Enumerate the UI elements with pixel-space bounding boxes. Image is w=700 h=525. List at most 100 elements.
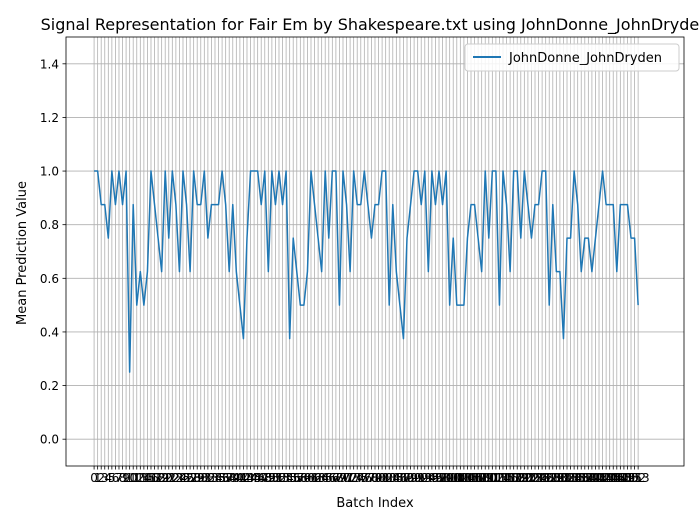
x-tick-label: 100 — [438, 471, 461, 485]
x-tick-label: 81 — [374, 471, 389, 485]
x-tick-label: 80 — [371, 471, 386, 485]
x-tick-label: 40 — [229, 471, 244, 485]
x-tick-label: 116 — [495, 471, 518, 485]
x-tick-label: 92 — [414, 471, 429, 485]
x-tick-label: 13 — [133, 471, 148, 485]
x-tick-label: 89 — [403, 471, 418, 485]
x-tick-label: 47 — [254, 471, 269, 485]
x-tick-label: 99 — [438, 471, 453, 485]
x-tick-label: 86 — [392, 471, 407, 485]
x-tick-label: 16 — [143, 471, 158, 485]
x-tick-label: 84 — [385, 471, 400, 485]
x-tick-label: 141 — [584, 471, 607, 485]
x-tick-label: 64 — [314, 471, 329, 485]
x-tick-label: 31 — [197, 471, 212, 485]
x-tick-label: 49 — [261, 471, 276, 485]
x-tick-label: 109 — [470, 471, 493, 485]
x-tick-label: 10 — [122, 471, 137, 485]
x-tick-label: 18 — [150, 471, 165, 485]
x-tick-label: 138 — [573, 471, 596, 485]
x-tick-label: 147 — [605, 471, 628, 485]
x-tick-label: 135 — [563, 471, 586, 485]
x-tick-label: 22 — [165, 471, 180, 485]
x-tick-label: 148 — [609, 471, 632, 485]
x-tick-label: 39 — [225, 471, 240, 485]
x-tick-label: 91 — [410, 471, 425, 485]
x-tick-label: 4 — [104, 471, 112, 485]
x-tick-label: 8 — [119, 471, 127, 485]
x-tick-label: 83 — [382, 471, 397, 485]
chart-title: Signal Representation for Fair Em by Sha… — [41, 15, 700, 35]
x-tick-label: 125 — [527, 471, 550, 485]
x-tick-label: 97 — [431, 471, 446, 485]
x-tick-label: 70 — [335, 471, 350, 485]
x-tick-label: 146 — [602, 471, 625, 485]
x-tick-label: 132 — [552, 471, 575, 485]
x-axis-label: Batch Index — [336, 496, 414, 511]
x-tick-label: 23 — [168, 471, 183, 485]
x-tick-label: 112 — [481, 471, 504, 485]
x-tick-label: 71 — [339, 471, 354, 485]
x-tick-label: 107 — [463, 471, 486, 485]
x-tick-label: 11 — [126, 471, 141, 485]
x-tick-label: 124 — [524, 471, 547, 485]
x-tick-label: 73 — [346, 471, 361, 485]
x-tick-label: 57 — [289, 471, 304, 485]
x-tick-label: 63 — [310, 471, 325, 485]
x-tick-label: 53 — [275, 471, 290, 485]
y-axis-label: Mean Prediction Value — [15, 181, 30, 325]
x-tick-label: 121 — [513, 471, 536, 485]
x-tick-label: 143 — [591, 471, 614, 485]
y-tick-label: 0.6 — [40, 272, 59, 286]
x-tick-label: 139 — [577, 471, 600, 485]
x-tick-label: 38 — [222, 471, 237, 485]
x-tick-label: 120 — [509, 471, 532, 485]
x-tick-label: 35 — [211, 471, 226, 485]
x-tick-label: 12 — [129, 471, 144, 485]
x-tick-label: 36 — [214, 471, 229, 485]
x-tick-label: 108 — [467, 471, 490, 485]
x-tick-label: 131 — [548, 471, 571, 485]
x-tick-label: 103 — [449, 471, 472, 485]
x-tick-label: 17 — [147, 471, 162, 485]
x-tick-label: 56 — [286, 471, 301, 485]
x-tick-label: 78 — [364, 471, 379, 485]
y-axis-ticks: 0.0 0.2 0.4 0.6 0.8 1.0 1.2 1.4 — [40, 57, 66, 447]
x-tick-label: 69 — [332, 471, 347, 485]
x-tick-label: 136 — [566, 471, 589, 485]
x-tick-label: 127 — [534, 471, 557, 485]
x-tick-label: 129 — [541, 471, 564, 485]
x-tick-label: 52 — [271, 471, 286, 485]
x-tick-label: 60 — [300, 471, 315, 485]
x-tick-label: 32 — [200, 471, 215, 485]
x-tick-label: 74 — [350, 471, 365, 485]
x-tick-label: 48 — [257, 471, 272, 485]
x-tick-label: 93 — [417, 471, 432, 485]
x-tick-label: 77 — [360, 471, 375, 485]
x-tick-label: 25 — [175, 471, 190, 485]
x-tick-label: 65 — [318, 471, 333, 485]
y-tick-label: 1.0 — [40, 165, 59, 179]
x-tick-label: 87 — [396, 471, 411, 485]
x-tick-label: 43 — [239, 471, 254, 485]
x-tick-label: 0 — [90, 471, 98, 485]
x-tick-label: 41 — [232, 471, 247, 485]
x-tick-label: 33 — [204, 471, 219, 485]
x-tick-label: 151 — [620, 471, 643, 485]
plot-frame — [65, 36, 685, 467]
series-line-johndonne-johndryden — [94, 170, 639, 373]
x-tick-label: 85 — [389, 471, 404, 485]
x-tick-label: 75 — [353, 471, 368, 485]
x-tick-label: 2 — [97, 471, 105, 485]
x-tick-label: 82 — [378, 471, 393, 485]
y-tick-label: 0.2 — [40, 379, 59, 393]
x-tick-label: 79 — [367, 471, 382, 485]
x-tick-label: 34 — [207, 471, 222, 485]
x-tick-label: 72 — [342, 471, 357, 485]
x-tick-label: 20 — [158, 471, 173, 485]
x-tick-label: 128 — [538, 471, 561, 485]
x-tick-label: 88 — [399, 471, 414, 485]
x-tick-label: 44 — [243, 471, 258, 485]
x-tick-label: 37 — [218, 471, 233, 485]
